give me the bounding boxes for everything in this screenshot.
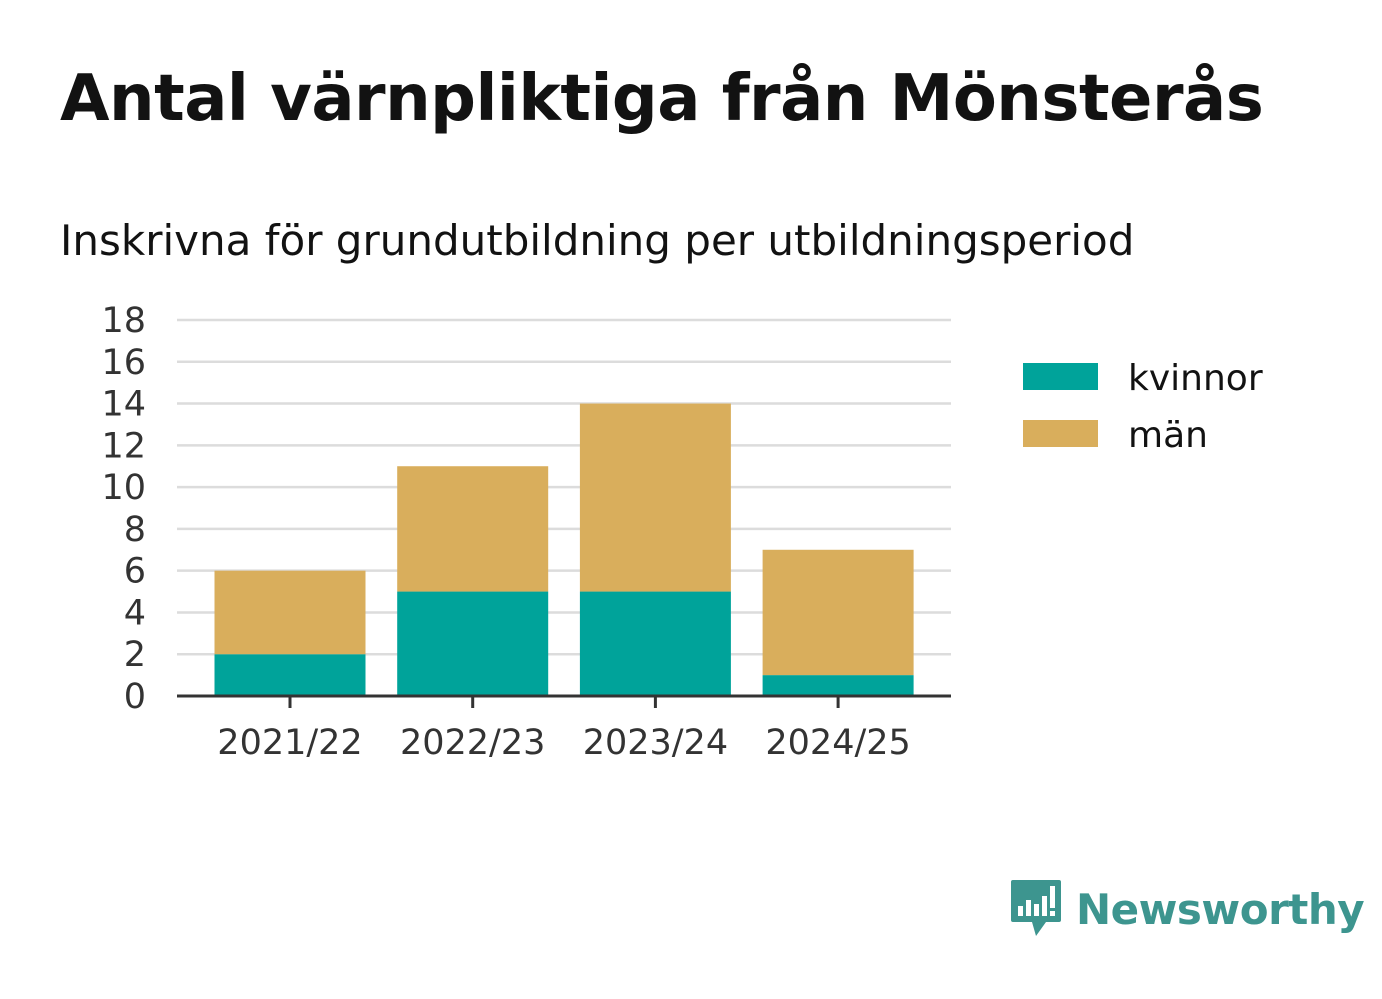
bar-män-2023-24 — [579, 403, 731, 592]
x-tick-label: 2023/24 — [583, 723, 728, 763]
bar-män-2021-22 — [214, 570, 366, 655]
bar-kvinnor-2023-24 — [579, 591, 731, 696]
y-tick-label: 18 — [101, 301, 146, 341]
y-tick-label: 2 — [124, 635, 146, 675]
x-tick-label: 2022/23 — [400, 723, 545, 763]
y-tick-label: 16 — [101, 343, 146, 383]
x-axis-ticks: 2021/22 2022/23 2023/24 2024/25 — [217, 696, 911, 763]
brand: Newsworthy — [1010, 878, 1365, 940]
x-tick-label: 2024/25 — [765, 723, 910, 763]
x-tick-label: 2021/22 — [217, 723, 362, 763]
bar-män-2024-25 — [762, 549, 914, 676]
legend-label-män: män — [1128, 415, 1208, 456]
gridlines — [177, 318, 951, 656]
chart-title: Antal värnpliktiga från Mönsterås — [60, 62, 1264, 136]
y-tick-label: 4 — [124, 593, 146, 633]
y-tick-label: 0 — [124, 677, 146, 717]
bar-kvinnor-2021-22 — [214, 654, 366, 696]
legend-label-kvinnor: kvinnor — [1128, 358, 1263, 399]
y-tick-label: 14 — [101, 385, 146, 425]
bars — [214, 403, 914, 696]
bar-kvinnor-2024-25 — [762, 675, 914, 696]
y-tick-label: 12 — [101, 426, 146, 466]
legend: kvinnor män — [1023, 358, 1263, 456]
newsworthy-logo-icon — [1011, 880, 1061, 936]
y-tick-label: 6 — [124, 552, 146, 592]
y-tick-label: 10 — [101, 468, 146, 508]
y-tick-label: 8 — [124, 510, 146, 550]
legend-swatch-män — [1023, 420, 1098, 447]
chart-subtitle: Inskrivna för grundutbildning per utbild… — [60, 216, 1135, 265]
bar-män-2022-23 — [397, 466, 549, 592]
legend-swatch-kvinnor — [1023, 363, 1098, 390]
bar-kvinnor-2022-23 — [397, 591, 549, 696]
brand-name: Newsworthy — [1076, 884, 1365, 934]
